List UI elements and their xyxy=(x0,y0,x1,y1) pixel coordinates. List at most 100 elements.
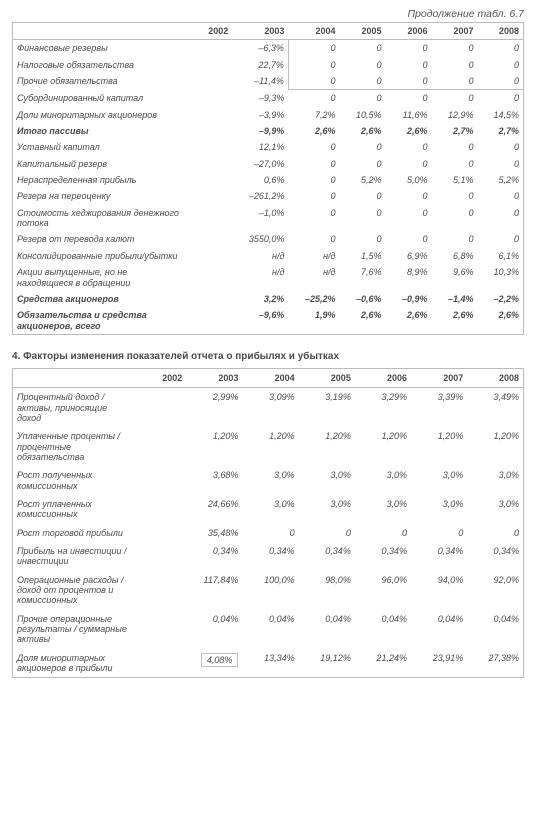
row-label: Рост уплаченных комиссионных xyxy=(13,495,136,524)
cell-value: 1,20% xyxy=(411,427,467,466)
cell-value: 0 xyxy=(477,73,523,90)
cell-value: 0,34% xyxy=(242,542,298,571)
row-label: Резерв на переоценку xyxy=(13,188,187,204)
table-row: Прочие обязательства–11,4%00000 xyxy=(13,73,524,90)
cell-value: –27,0% xyxy=(232,156,288,172)
cell-value: –1,0% xyxy=(232,205,288,232)
cell-value: 6,9% xyxy=(386,248,432,264)
cell-value xyxy=(135,524,186,542)
row-label: Прочие операционные результаты / суммарн… xyxy=(13,610,136,649)
cell-value: –3,9% xyxy=(232,107,288,123)
cell-value: 3,0% xyxy=(299,495,355,524)
cell-value xyxy=(135,427,186,466)
cell-value: 0,04% xyxy=(299,610,355,649)
cell-value: 0 xyxy=(340,40,386,57)
cell-value: 0,34% xyxy=(355,542,411,571)
cell-value: 14,5% xyxy=(477,107,523,123)
col-2005: 2005 xyxy=(340,23,386,40)
cell-value: 0 xyxy=(386,156,432,172)
cell-value: 35,48% xyxy=(186,524,242,542)
table-section-4: 2002 2003 2004 2005 2006 2007 2008 Проце… xyxy=(12,368,524,679)
cell-value: 5,0% xyxy=(386,172,432,188)
cell-value: 0 xyxy=(477,231,523,247)
cell-value: 12,1% xyxy=(232,139,288,155)
cell-value: 13,34% xyxy=(242,649,298,678)
row-label: Прибыль на инвестиции / инвестиции xyxy=(13,542,136,571)
cell-value: 0 xyxy=(386,73,432,90)
row-label: Нераспределенная прибыль xyxy=(13,172,187,188)
cell-value: –2,2% xyxy=(477,291,523,307)
row-label: Доли миноритарных акционеров xyxy=(13,107,187,123)
table-row: Прочие операционные результаты / суммарн… xyxy=(13,610,524,649)
cell-value: 1,20% xyxy=(467,427,523,466)
cell-value xyxy=(186,231,232,247)
cell-value: 9,6% xyxy=(432,264,478,291)
cell-value: 3,0% xyxy=(299,466,355,495)
table-row: Резерв на переоценку–261,2%00000 xyxy=(13,188,524,204)
cell-value: 3,09% xyxy=(242,388,298,428)
row-label: Итого пассивы xyxy=(13,123,187,139)
cell-value: 3,0% xyxy=(355,495,411,524)
cell-value: 6,8% xyxy=(432,248,478,264)
cell-value: 3,0% xyxy=(467,495,523,524)
table-row: Обязательства и средства акционеров, все… xyxy=(13,307,524,334)
cell-value: 0,04% xyxy=(242,610,298,649)
cell-value: 1,5% xyxy=(340,248,386,264)
cell-value: 0 xyxy=(477,90,523,107)
table-row: Уплаченные проценты / процентные обязате… xyxy=(13,427,524,466)
cell-value: 0 xyxy=(340,57,386,73)
cell-value xyxy=(186,264,232,291)
cell-value: 0 xyxy=(477,188,523,204)
cell-value: 0,6% xyxy=(232,172,288,188)
cell-value: 0 xyxy=(432,40,478,57)
cell-value: 5,1% xyxy=(432,172,478,188)
col-2004: 2004 xyxy=(242,368,298,387)
cell-value: –261,2% xyxy=(232,188,288,204)
cell-value: 0 xyxy=(288,172,339,188)
cell-value: 0 xyxy=(386,188,432,204)
row-label: Процентный доход / активы, приносящие до… xyxy=(13,388,136,428)
col-2006: 2006 xyxy=(355,368,411,387)
cell-value: 0 xyxy=(288,188,339,204)
cell-value: 22,7% xyxy=(232,57,288,73)
table-row: Налоговые обязательства22,7%00000 xyxy=(13,57,524,73)
cell-value: 1,20% xyxy=(299,427,355,466)
row-label: Налоговые обязательства xyxy=(13,57,187,73)
cell-value: 2,6% xyxy=(386,307,432,334)
cell-value: 2,6% xyxy=(432,307,478,334)
col-2002: 2002 xyxy=(135,368,186,387)
cell-value: 0,34% xyxy=(186,542,242,571)
cell-value xyxy=(135,495,186,524)
cell-value: 1,20% xyxy=(242,427,298,466)
cell-value: 0 xyxy=(340,139,386,155)
cell-value: 0 xyxy=(477,205,523,232)
row-label: Субординированный капитал xyxy=(13,90,187,107)
cell-value: 0 xyxy=(340,90,386,107)
row-label: Резерв от перевода калют xyxy=(13,231,187,247)
table-row: Доли миноритарных акционеров–3,9%7,2%10,… xyxy=(13,107,524,123)
cell-value: 0 xyxy=(386,40,432,57)
cell-value: 21,24% xyxy=(355,649,411,678)
cell-value: 3550,0% xyxy=(232,231,288,247)
cell-value: 24,66% xyxy=(186,495,242,524)
table-row: Рост полученных комиссионных3,68%3,0%3,0… xyxy=(13,466,524,495)
cell-value: 1,20% xyxy=(186,427,242,466)
col-blank xyxy=(13,368,136,387)
cell-value: н/д xyxy=(288,264,339,291)
table-row: Прибыль на инвестиции / инвестиции0,34%0… xyxy=(13,542,524,571)
cell-value: 4,08% xyxy=(186,649,242,678)
table-header-row: 2002 2003 2004 2005 2006 2007 2008 xyxy=(13,23,524,40)
cell-value xyxy=(186,156,232,172)
cell-value: 0 xyxy=(432,231,478,247)
cell-value: 0,34% xyxy=(411,542,467,571)
cell-value: 0 xyxy=(432,205,478,232)
row-label: Стоимость хеджирования денежного потока xyxy=(13,205,187,232)
col-blank xyxy=(13,23,187,40)
cell-value: 0 xyxy=(355,524,411,542)
cell-value xyxy=(186,123,232,139)
col-2002: 2002 xyxy=(186,23,232,40)
table-header-row: 2002 2003 2004 2005 2006 2007 2008 xyxy=(13,368,524,387)
cell-value: 0 xyxy=(477,139,523,155)
cell-value: 2,6% xyxy=(340,307,386,334)
section-4-title: 4. Факторы изменения показателей отчета … xyxy=(12,351,524,362)
